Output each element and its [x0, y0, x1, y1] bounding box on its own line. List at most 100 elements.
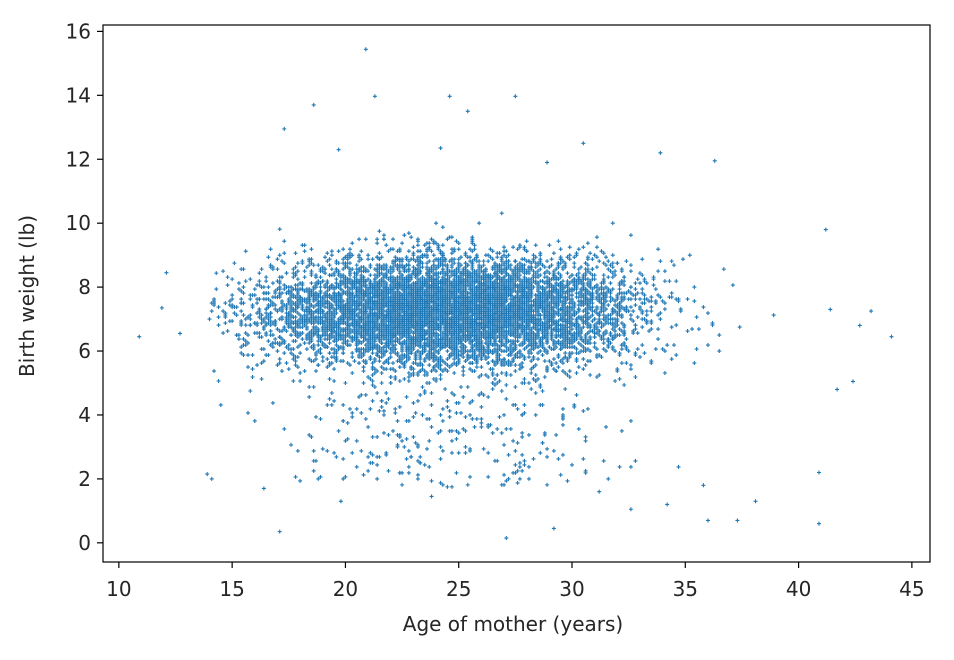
- data-point: [737, 325, 742, 330]
- data-point: [216, 379, 221, 384]
- data-point: [502, 412, 507, 417]
- data-point: [341, 275, 346, 280]
- data-point: [243, 317, 248, 322]
- data-point: [465, 109, 470, 114]
- data-point: [601, 273, 606, 278]
- data-point: [486, 474, 491, 479]
- data-point: [497, 379, 502, 384]
- data-point: [692, 361, 697, 366]
- data-point: [336, 249, 341, 254]
- data-point: [341, 257, 346, 262]
- data-point: [633, 351, 638, 356]
- data-point: [610, 221, 615, 226]
- data-point: [449, 390, 454, 395]
- data-point: [479, 373, 484, 378]
- data-point: [628, 233, 633, 238]
- data-point: [570, 317, 575, 322]
- data-point: [268, 319, 273, 324]
- data-point: [665, 502, 670, 507]
- data-point: [363, 237, 368, 242]
- data-point: [545, 160, 550, 165]
- data-point: [293, 251, 298, 256]
- data-point: [375, 369, 380, 374]
- data-point: [522, 337, 527, 342]
- data-point: [658, 311, 663, 316]
- data-point: [379, 347, 384, 352]
- data-point: [255, 363, 260, 368]
- data-point: [436, 361, 441, 366]
- data-point: [486, 339, 491, 344]
- data-point: [257, 335, 262, 340]
- data-point: [517, 363, 522, 368]
- data-point: [637, 281, 642, 286]
- data-point: [255, 301, 260, 306]
- data-point: [377, 408, 382, 413]
- data-point: [316, 349, 321, 354]
- data-point: [574, 291, 579, 296]
- data-point: [341, 456, 346, 461]
- data-point: [581, 141, 586, 146]
- data-point: [350, 297, 355, 302]
- data-point: [717, 333, 722, 338]
- data-point: [352, 271, 357, 276]
- data-point: [397, 247, 402, 252]
- scatter-points: [137, 47, 894, 541]
- data-point: [397, 365, 402, 370]
- data-point: [377, 359, 382, 364]
- data-point: [524, 323, 529, 328]
- data-point: [250, 367, 255, 372]
- data-point: [159, 305, 164, 310]
- data-point: [279, 369, 284, 374]
- data-point: [633, 303, 638, 308]
- data-point: [574, 295, 579, 300]
- data-point: [538, 450, 543, 455]
- data-point: [635, 331, 640, 336]
- data-point: [363, 47, 368, 52]
- data-point: [329, 253, 334, 258]
- data-point: [538, 349, 543, 354]
- data-point: [449, 363, 454, 368]
- data-point: [463, 339, 468, 344]
- data-point: [282, 251, 287, 256]
- data-point: [381, 367, 386, 372]
- data-point: [669, 357, 674, 362]
- data-point: [377, 337, 382, 342]
- data-point: [406, 464, 411, 469]
- data-point: [359, 410, 364, 415]
- data-point: [341, 337, 346, 342]
- data-point: [427, 438, 432, 443]
- data-point: [284, 291, 289, 296]
- data-point: [678, 307, 683, 312]
- data-point: [511, 245, 516, 250]
- data-point: [418, 357, 423, 362]
- data-point: [255, 331, 260, 336]
- data-point: [563, 301, 568, 306]
- data-point: [517, 343, 522, 348]
- data-point: [495, 255, 500, 260]
- data-point: [298, 371, 303, 376]
- data-point: [633, 375, 638, 380]
- data-point: [438, 329, 443, 334]
- data-point: [427, 381, 432, 385]
- data-point: [352, 359, 357, 364]
- data-point: [542, 430, 547, 435]
- data-point: [560, 422, 565, 427]
- data-point: [447, 94, 452, 99]
- data-point: [590, 319, 595, 324]
- data-point: [445, 363, 450, 368]
- data-point: [585, 347, 590, 352]
- data-point: [701, 483, 706, 488]
- data-point: [375, 237, 380, 242]
- data-point: [730, 283, 735, 288]
- data-point: [671, 263, 676, 268]
- data-point: [393, 255, 398, 260]
- data-point: [676, 297, 681, 302]
- data-point: [606, 313, 611, 318]
- data-point: [570, 313, 575, 318]
- data-point: [533, 373, 538, 378]
- data-point: [461, 285, 466, 290]
- data-point: [490, 351, 495, 356]
- data-point: [359, 448, 364, 453]
- data-point: [320, 446, 325, 451]
- data-point: [252, 418, 257, 423]
